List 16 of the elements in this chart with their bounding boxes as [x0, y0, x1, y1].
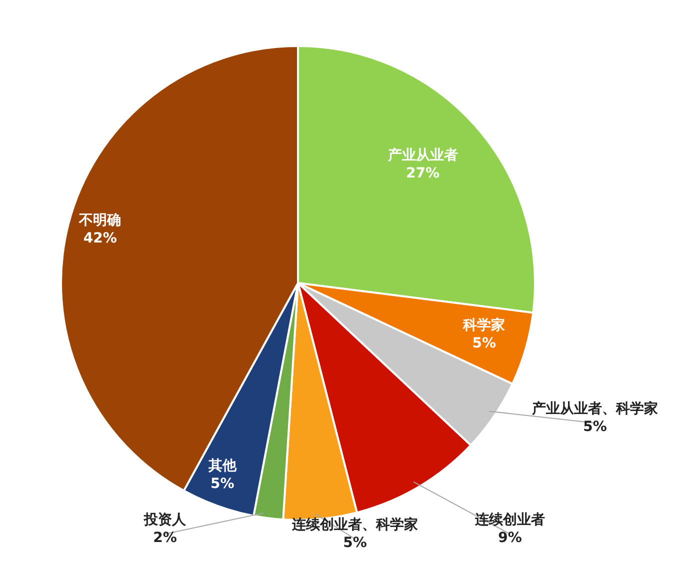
slice-label: 不明确	[78, 212, 122, 228]
slice-label: 科学家	[462, 316, 506, 334]
data-label: 5%	[343, 535, 367, 551]
slice-label: 其他	[207, 458, 238, 474]
data-label: 27%	[406, 166, 440, 182]
data-label: 42%	[83, 230, 117, 246]
data-label: 5%	[210, 476, 234, 492]
slice-label: 投资人	[143, 512, 187, 528]
slice-label: 产业从业者	[386, 146, 458, 164]
data-label: 5%	[472, 336, 496, 352]
slice-label: 产业从业者、科学家	[531, 400, 658, 417]
slice-label: 连续创业者、科学家	[291, 516, 418, 533]
data-label: 9%	[498, 530, 522, 546]
data-label: 2%	[153, 530, 177, 546]
slice-label: 连续创业者	[474, 512, 545, 528]
data-label: 5%	[583, 419, 607, 435]
